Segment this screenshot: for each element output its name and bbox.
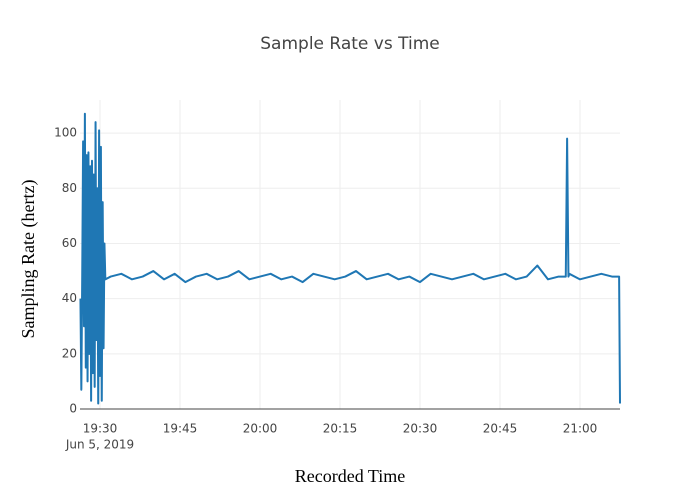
x-tick-label: 21:00 [563, 422, 598, 436]
y-tick-label: 0 [69, 402, 77, 416]
y-tick-label: 40 [62, 291, 77, 305]
x-tick-label: 19:45 [163, 422, 198, 436]
x-tick-label: 20:15 [323, 422, 358, 436]
y-axis-title: Sampling Rate (hertz) [18, 180, 39, 339]
x-tick-label: 20:00 [243, 422, 278, 436]
y-tick-label: 60 [62, 236, 77, 250]
x-tick-label: 19:30 [83, 422, 118, 436]
y-tick-label: 20 [62, 346, 77, 360]
y-tick-label: 100 [54, 126, 77, 140]
chart-title: Sample Rate vs Time [260, 34, 439, 54]
x-sublabel: Jun 5, 2019 [65, 438, 134, 452]
y-tick-label: 80 [62, 181, 77, 195]
data-line [79, 112, 621, 405]
x-axis-title: Recorded Time [295, 466, 406, 486]
x-tick-label: 20:30 [403, 422, 438, 436]
x-tick-label: 20:45 [483, 422, 518, 436]
